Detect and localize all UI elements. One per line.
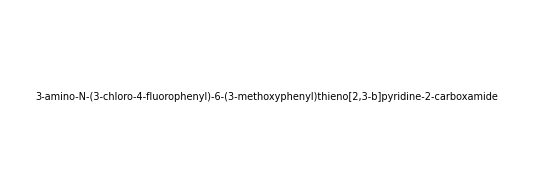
Text: 3-amino-N-(3-chloro-4-fluorophenyl)-6-(3-methoxyphenyl)thieno[2,3-b]pyridine-2-c: 3-amino-N-(3-chloro-4-fluorophenyl)-6-(3… bbox=[36, 92, 498, 102]
